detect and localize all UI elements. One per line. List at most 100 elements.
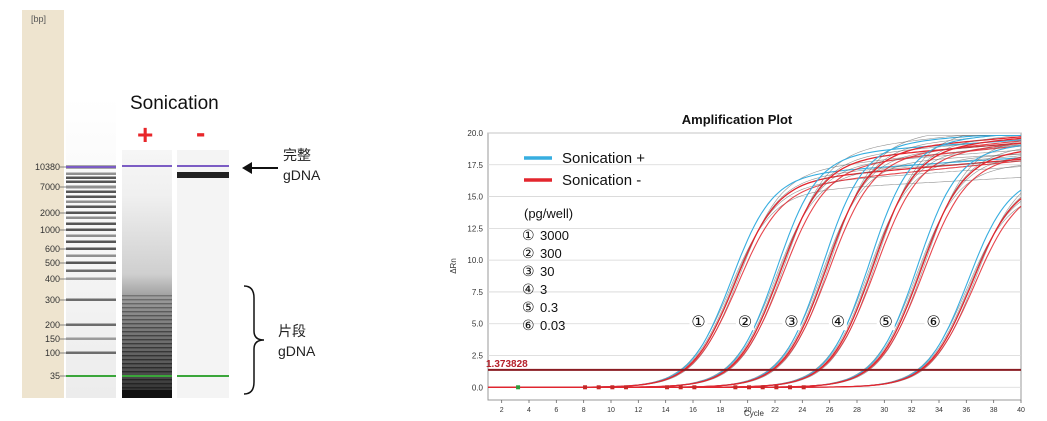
ladder-band [66,216,116,219]
plus-smear-band [122,343,172,345]
ladder-band [66,298,116,301]
x-tick-label: 24 [798,407,806,414]
x-tick-label: 32 [908,407,916,414]
lane-sonication-plus [122,150,172,398]
ladder-size-labels: 10380 7000 2000 1000 600 500 400 300 200 150 100 35 [35,162,66,381]
dilution-marker-bg [876,312,895,331]
ladder-band [66,172,116,175]
ladder-band [66,277,116,280]
baseline-marker [583,385,588,390]
plus-smear-band [122,387,172,389]
baseline-marker [596,385,601,390]
dilution-list-value: 30 [540,264,554,279]
ladder-bands [66,165,116,377]
ladder-label: 400 [45,274,60,284]
plus-smear-band [122,327,172,329]
minus-purple-marker [177,165,229,167]
dilution-marker: ⑤ [879,314,893,331]
baseline-marker [760,385,765,390]
amplification-plot-panel: Amplification Plot 0.0 2.5 5.0 7.5 10.0 12.5 1… [449,112,1025,418]
ladder-band [66,222,116,225]
baseline-marker [610,385,615,390]
dilution-list-mark: ② [522,245,535,261]
plus-green-marker [122,375,172,377]
intact-arrow-head-icon [242,162,252,174]
dilution-marker-bg [689,312,708,331]
x-tick-label: 30 [880,407,888,414]
y-axis-label: ΔRn [449,258,458,274]
plus-smear-band [122,315,172,317]
ladder-band [66,254,116,257]
baseline-marker [678,385,683,390]
plus-smear-band [122,363,172,365]
y-tick-label: 5.0 [472,320,484,329]
curve-sonication-minus [488,205,1022,388]
ladder-band [66,228,116,231]
dilution-list-mark: ⑥ [522,317,535,333]
dilution-marker-bg [735,312,754,331]
baseline-marker [774,385,779,390]
ladder-label: 10380 [35,162,60,172]
dilution-markers: ① ② ③ ④ ⑤ ⑥ [516,312,943,390]
unit-note: (pg/well) [524,206,573,221]
dilution-list-value: 300 [540,246,562,261]
legend: Sonication + Sonication - [524,150,645,189]
lane-sonication-minus [177,150,229,398]
x-tick-label: 26 [826,407,834,414]
fragment-label-2: gDNA [278,343,316,359]
x-axis-label: Cycle [744,409,765,418]
plus-smear-band [122,351,172,353]
x-tick-label: 12 [634,407,642,414]
plus-smear-band [122,307,172,309]
gel-electrophoresis-panel: [bp] 10380 7000 2000 1000 600 500 400 300 200 150… [22,10,321,398]
y-tick-label: 12.5 [467,224,483,233]
ladder-band [66,195,116,198]
ladder-band [66,176,116,179]
x-tick-label: 36 [962,407,970,414]
y-tick-label: 10.0 [467,256,483,265]
ladder-band [66,351,116,354]
y-tick-label: 2.5 [472,352,484,361]
dilution-marker-bg [828,312,847,331]
plus-smear-band [122,383,172,385]
baseline-marker [733,385,738,390]
legend-label: Sonication - [562,172,641,189]
ladder-band [66,337,116,340]
plus-smear-band [122,319,172,321]
ladder-label: 2000 [40,208,60,218]
plus-smear-band [122,379,172,381]
plus-smear-band [122,295,172,297]
y-tick-label: 20.0 [467,129,483,138]
ladder-label: 1000 [40,225,60,235]
chart-title: Amplification Plot [682,112,793,127]
ladder-band [66,323,116,326]
lane-plus-label: + [137,119,153,150]
dilution-list-mark: ③ [522,263,535,279]
ladder-label: 300 [45,295,60,305]
dilution-marker-bg [782,312,801,331]
plus-purple-marker [122,165,172,167]
minus-green-marker [177,375,229,377]
x-tick-label: 8 [582,407,586,414]
plus-smear-band [122,303,172,305]
baseline-marker [747,385,752,390]
ladder-band [66,205,116,208]
ladder-band [66,200,116,203]
intact-label-1: 完整 [283,147,311,163]
baseline-marker-green [516,385,521,390]
baseline-marker [692,385,697,390]
x-tick-label: 22 [771,407,779,414]
ladder-green-marker [66,375,116,377]
x-tick-label: 34 [935,407,943,414]
ladder-label: 200 [45,320,60,330]
x-tick-label: 2 [500,407,504,414]
dilution-list-mark: ⑤ [522,299,535,315]
plus-smear-band [122,311,172,313]
x-axis-ticks: 2 4 6 8 10 12 14 16 18 20 22 24 26 28 30 32 34 36 38 40 [500,400,1025,414]
lane-plus-bands [122,165,172,398]
threshold-value-label: 1.373828 [486,359,528,370]
ladder-label: 100 [45,348,60,358]
dilution-list: (pg/well) ① 3000 ② 300 ③ 30 ④ 3⑤ 0.3 ⑥ 0.03 [522,206,573,333]
baseline-marker [788,385,793,390]
dilution-marker: ⑥ [926,314,940,331]
